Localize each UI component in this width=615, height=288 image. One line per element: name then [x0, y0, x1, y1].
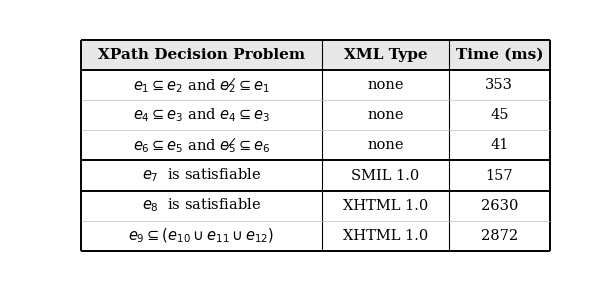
Text: XHTML 1.0: XHTML 1.0 — [343, 199, 428, 213]
Bar — [81, 130, 550, 160]
Text: SMIL 1.0: SMIL 1.0 — [351, 168, 419, 183]
Text: none: none — [367, 108, 404, 122]
Text: 2630: 2630 — [480, 199, 518, 213]
Text: XML Type: XML Type — [344, 48, 427, 62]
Text: 2872: 2872 — [481, 229, 518, 243]
Text: $e_7$  is satisfiable: $e_7$ is satisfiable — [142, 167, 261, 184]
Bar — [81, 160, 550, 191]
Bar — [81, 221, 550, 251]
Text: $e_8$  is satisfiable: $e_8$ is satisfiable — [142, 197, 261, 215]
Bar — [81, 100, 550, 130]
Text: XHTML 1.0: XHTML 1.0 — [343, 229, 428, 243]
Text: none: none — [367, 139, 404, 152]
Text: $e_6 \subseteq e_5$ and $e_5 \not\subseteq e_6$: $e_6 \subseteq e_5$ and $e_5 \not\subset… — [133, 136, 270, 155]
Text: $e_9 \subseteq (e_{10} \cup e_{11} \cup e_{12})$: $e_9 \subseteq (e_{10} \cup e_{11} \cup … — [129, 227, 274, 245]
Bar — [81, 191, 550, 221]
Text: $e_1 \subseteq e_2$ and $e_2 \not\subseteq e_1$: $e_1 \subseteq e_2$ and $e_2 \not\subset… — [133, 75, 270, 95]
Text: XPath Decision Problem: XPath Decision Problem — [98, 48, 305, 62]
Text: 353: 353 — [485, 78, 514, 92]
Text: 41: 41 — [490, 139, 509, 152]
Bar — [81, 40, 550, 70]
Text: $e_4 \subseteq e_3$ and $e_4 \subseteq e_3$: $e_4 \subseteq e_3$ and $e_4 \subseteq e… — [133, 107, 270, 124]
Text: 45: 45 — [490, 108, 509, 122]
Text: none: none — [367, 78, 404, 92]
Text: Time (ms): Time (ms) — [456, 48, 543, 62]
Text: 157: 157 — [485, 168, 513, 183]
Bar — [81, 70, 550, 100]
